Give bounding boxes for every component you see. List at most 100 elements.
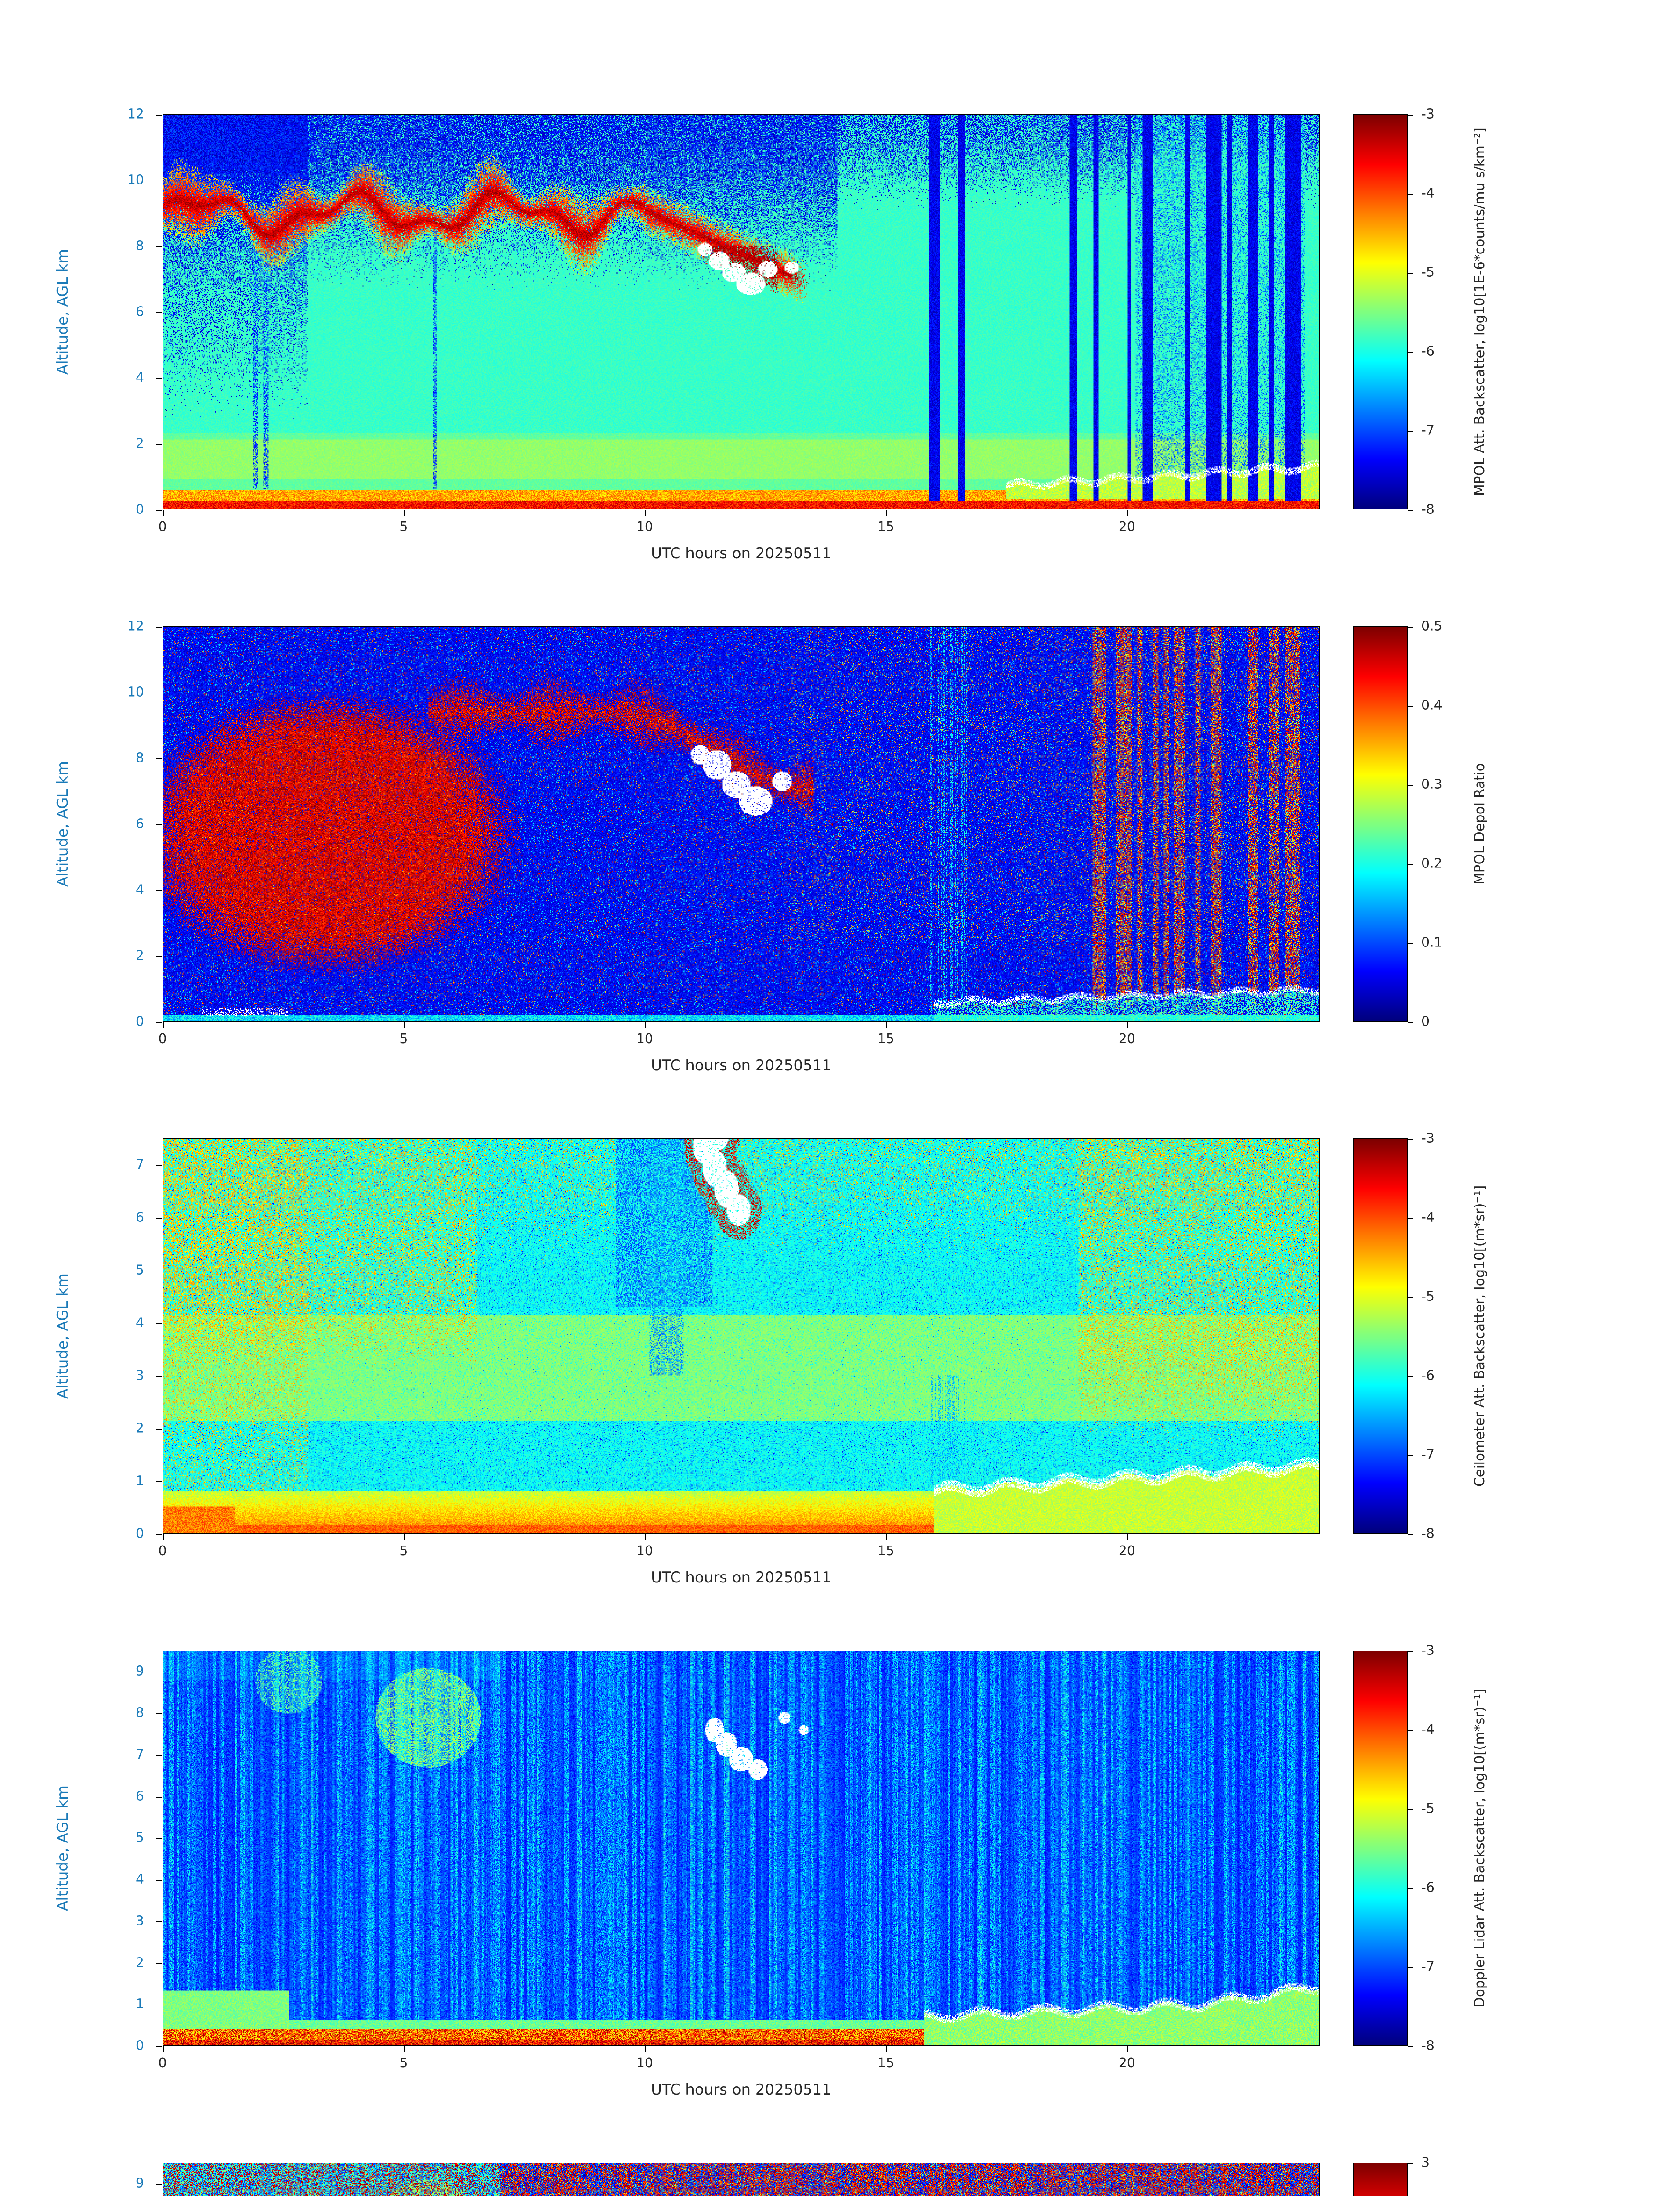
y-tick-mark (156, 444, 162, 445)
x-tick-label: 10 (636, 1543, 653, 1559)
x-tick-label: 20 (1118, 1031, 1135, 1047)
y-tick-mark (156, 2184, 162, 2185)
colorbar-tick-label: -3 (1421, 1131, 1434, 1146)
y-tick-label: 5 (135, 1830, 144, 1846)
colorbar (1353, 1138, 1413, 1535)
colorbar-label: Ceilometer Att. Backscatter, log10[(m*sr… (1472, 1185, 1488, 1487)
colorbar-tick-mark (1408, 627, 1413, 628)
colorbar-tick-label: -5 (1421, 1289, 1434, 1304)
colorbar-tick-mark (1408, 352, 1413, 353)
y-tick-label: 4 (135, 1871, 144, 1887)
x-axis-ticks: 0 5 10 15 20 (158, 1541, 1320, 1559)
y-tick-mark (156, 1165, 162, 1166)
x-tick-mark (645, 1022, 646, 1028)
colorbar-tick-label: -5 (1421, 1801, 1434, 1817)
y-tick-label: 12 (127, 618, 144, 634)
colorbar-tick-label: -7 (1421, 1447, 1434, 1463)
colorbar-tick-mark (1408, 115, 1413, 116)
y-tick-label: 7 (135, 1747, 144, 1763)
y-tick-label: 2 (135, 948, 144, 964)
colorbar-tick-label: -6 (1421, 343, 1434, 359)
x-tick-mark (1127, 510, 1128, 516)
y-tick-mark (156, 2046, 162, 2047)
x-tick-label: 20 (1118, 519, 1135, 535)
colorbar-tick-label: -4 (1421, 1210, 1434, 1225)
colorbar-gradient-canvas (1354, 115, 1407, 509)
y-tick-label: 5 (135, 1262, 144, 1278)
y-tick-label: 0 (135, 1014, 144, 1029)
x-axis-label: UTC hours on 20250511 (651, 545, 831, 562)
x-tick-mark (645, 1534, 646, 1540)
y-axis-ticks: 0 2 4 6 8 10 12 (101, 619, 155, 1029)
heatmap-canvas (163, 627, 1319, 1021)
colorbar (1353, 2163, 1413, 2196)
colorbar-tick-mark (1408, 785, 1413, 786)
colorbar-ticks: -3 -4 -5 -6 -7 -8 (1413, 1643, 1470, 2054)
x-tick-mark (1127, 2046, 1128, 2052)
colorbar (1353, 114, 1413, 511)
y-axis-label: Altitude, AGL km (54, 1273, 72, 1399)
x-tick-label: 15 (877, 1543, 894, 1559)
heatmap-plot-area (156, 626, 1320, 1028)
y-tick-label: 2 (135, 1955, 144, 1971)
colorbar-tick-label: -3 (1421, 106, 1434, 122)
y-tick-mark (156, 510, 162, 511)
y-tick-label: 0 (135, 1526, 144, 1542)
colorbar (1353, 626, 1413, 1023)
x-tick-label: 15 (877, 2055, 894, 2071)
y-tick-label: 0 (135, 2038, 144, 2054)
colorbar-tick-label: 0.1 (1421, 935, 1442, 950)
x-tick-label: 5 (399, 519, 408, 535)
colorbar-tick-mark (1408, 1455, 1413, 1456)
colorbar-tick-label: 0.3 (1421, 777, 1442, 792)
y-tick-label: 8 (135, 238, 144, 254)
colorbar (1353, 1651, 1413, 2047)
heatmap-plot-area (156, 1138, 1320, 1540)
colorbar-tick-mark (1408, 2163, 1413, 2164)
x-tick-mark (645, 510, 646, 516)
y-tick-mark (156, 1376, 162, 1377)
colorbar-tick-label: -6 (1421, 1880, 1434, 1896)
colorbar-tick-mark (1408, 1809, 1413, 1810)
colorbar-tick-mark (1408, 1888, 1413, 1889)
y-tick-mark (156, 824, 162, 825)
y-tick-mark (156, 1429, 162, 1430)
colorbar-tick-label: 0 (1421, 1014, 1430, 1029)
x-axis-label: UTC hours on 20250511 (651, 2081, 831, 2098)
heatmap-plot-area (156, 114, 1320, 516)
x-tick-label: 5 (399, 1031, 408, 1047)
y-tick-mark (156, 1963, 162, 1964)
x-axis-ticks: 0 5 10 15 20 (158, 516, 1320, 535)
y-axis-label: Altitude, AGL km (52, 2163, 74, 2196)
x-tick-label: 10 (636, 519, 653, 535)
colorbar-tick-mark (1408, 1967, 1413, 1968)
x-tick-label: 0 (158, 519, 167, 535)
x-tick-mark (163, 510, 164, 516)
y-tick-mark (156, 246, 162, 247)
y-tick-label: 3 (135, 1913, 144, 1929)
heatmap-canvas (163, 1139, 1319, 1533)
colorbar-tick-mark (1408, 1730, 1413, 1731)
y-tick-mark (156, 956, 162, 957)
colorbar-tick-mark (1408, 1376, 1413, 1377)
heatmap-canvas (163, 2163, 1319, 2196)
y-tick-mark (156, 1880, 162, 1881)
colorbar-tick-mark (1408, 431, 1413, 432)
y-tick-label: 6 (135, 1210, 144, 1225)
colorbar-tick-mark (1408, 2046, 1413, 2047)
y-tick-label: 6 (135, 304, 144, 320)
y-tick-label: 6 (135, 816, 144, 832)
colorbar-tick-label: 0.4 (1421, 697, 1442, 713)
y-tick-label: 12 (127, 106, 144, 122)
colorbar-tick-label: -8 (1421, 1526, 1434, 1542)
colorbar-ticks: -3-2-10123 (1413, 2155, 1470, 2196)
y-tick-label: 1 (135, 1996, 144, 2012)
y-axis-label: Altitude, AGL km (54, 249, 72, 375)
x-axis-label: UTC hours on 20250511 (651, 1057, 831, 1074)
colorbar-label: MPOL Att. Backscatter, log10[1E-6*counts… (1472, 127, 1488, 496)
colorbar-ticks: -3 -4 -5 -6 -7 -8 (1413, 107, 1470, 517)
x-axis-label: UTC hours on 20250511 (651, 1569, 831, 1586)
y-tick-mark (156, 1838, 162, 1839)
